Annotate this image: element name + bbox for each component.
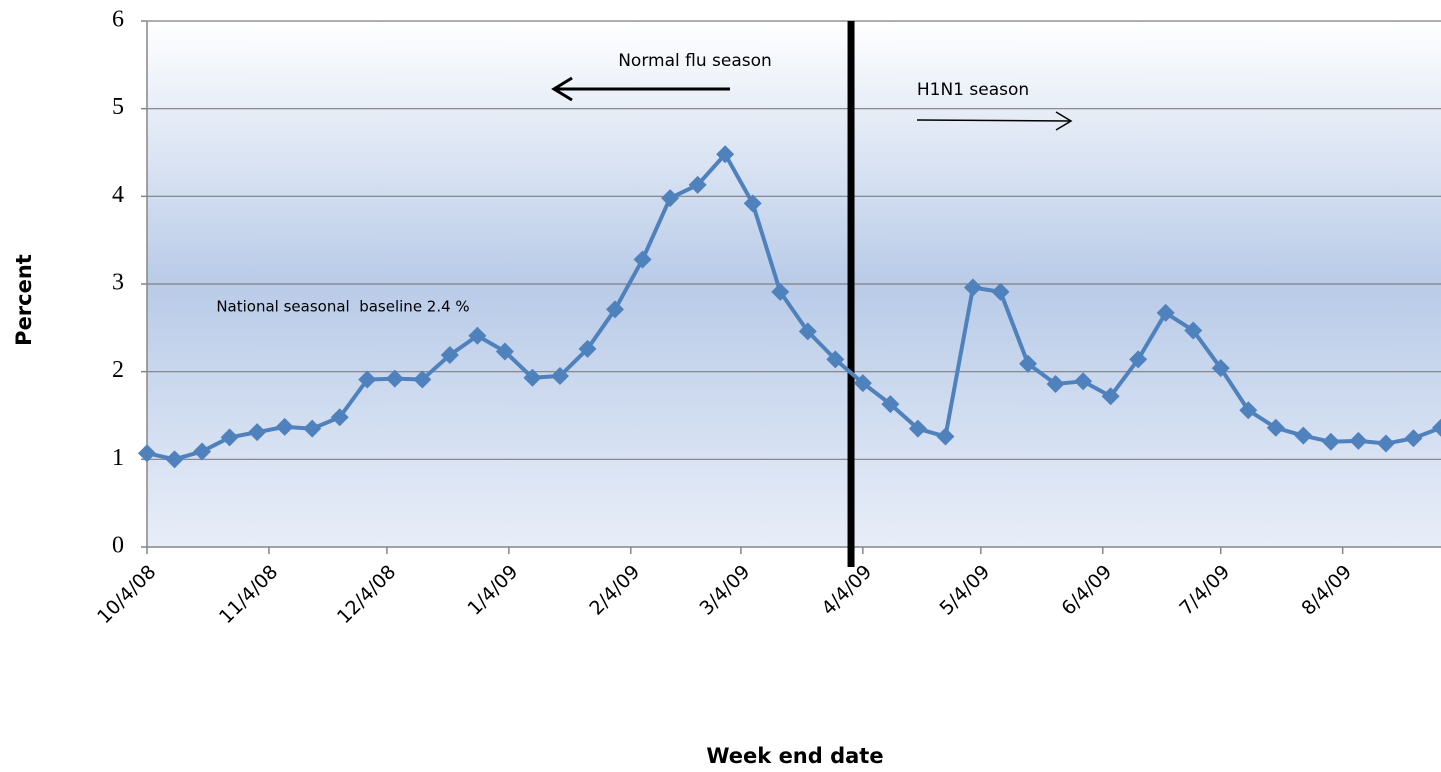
y-tick-label: 6 [112,7,124,33]
data-point [1239,401,1258,420]
series-line [146,152,1441,462]
x-tick-label: 1/4/09 [463,561,522,620]
data-point [550,367,569,386]
data-point [1321,432,1340,451]
data-point [165,450,184,469]
arrow-head [1055,111,1073,131]
x-tick-label: 11/4/08 [215,561,282,628]
data-point [1404,429,1423,448]
data-point [1101,387,1120,406]
annotation: National seasonal baseline 2.4 % [216,298,469,316]
data-point [1376,434,1395,453]
data-point [881,395,900,414]
data-point [385,369,404,388]
data-point [275,417,294,436]
data-point [138,444,156,463]
data-point [330,408,349,427]
y-tick-label: 1 [112,445,124,471]
data-point [358,370,377,389]
x-tick-label: 10/4/08 [93,561,160,628]
data-point [1074,372,1093,391]
x-tick-label: 12/4/08 [333,561,400,628]
data-point [468,326,487,345]
x-tick-label: 6/4/09 [1057,561,1116,620]
x-tick-label: 7/4/09 [1175,561,1234,620]
data-point [1129,350,1148,369]
data-point [606,300,625,319]
data-point [220,428,239,447]
x-tick-label: 5/4/09 [935,561,994,620]
data-point [495,342,514,361]
data-point [743,194,762,213]
data-point [578,339,597,358]
data-point [523,368,542,387]
data-point [1294,426,1313,445]
y-tick-label: 2 [112,357,124,383]
data-point [1211,359,1230,378]
annotation: H1N1 season [917,80,1029,100]
data-point [908,419,927,438]
data-point [688,175,707,194]
x-tick-label: 8/4/09 [1297,561,1356,620]
data-point [936,427,955,446]
x-tick-label: 3/4/09 [696,561,755,620]
data-point [440,346,459,365]
data-point [826,350,845,369]
data-point [1184,321,1203,340]
y-axis-title: Percent [12,254,36,346]
data-point [1349,431,1368,450]
data-point [1046,374,1065,393]
data-point [991,282,1010,301]
data-point [798,322,817,341]
data-point [771,282,790,301]
arrow [916,119,1071,122]
data-point [661,189,680,208]
data-point [303,419,322,438]
data-point [1019,354,1038,373]
data-point [193,442,212,461]
data-point [1156,303,1175,322]
x-tick-label: 2/4/09 [585,561,644,620]
data-point [413,370,432,389]
y-tick-label: 5 [112,94,124,120]
y-tick-label: 4 [112,182,124,208]
data-point [1432,418,1441,437]
data-point [1266,418,1285,437]
data-point [716,145,735,164]
y-tick-label: 0 [112,533,124,559]
annotation: Normal flu season [618,51,772,71]
data-point [853,374,872,393]
x-tick-label: 4/4/09 [817,561,876,620]
arrow-head [551,76,573,102]
data-point [963,278,982,297]
data-point [633,250,652,269]
x-axis-title: Week end date [706,744,883,768]
y-tick-label: 3 [112,270,124,296]
data-point [248,423,267,442]
